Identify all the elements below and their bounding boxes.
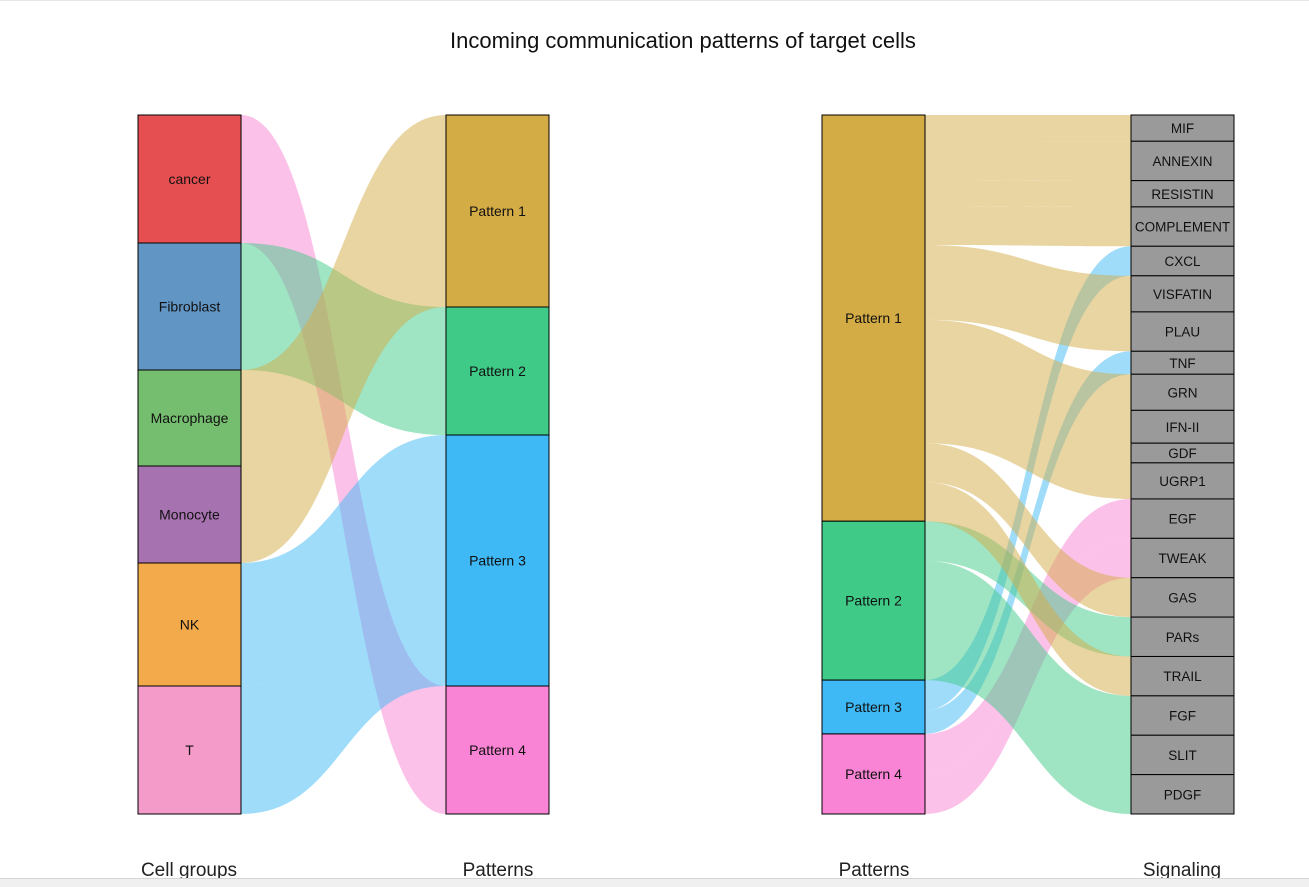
axis-label-patterns-left: Patterns	[463, 860, 534, 881]
flow-pattern-1-to-ifn-ii	[925, 355, 1131, 444]
signaling-label-pdgf: PDGF	[1164, 787, 1202, 802]
signaling-node-egf	[1130, 498, 1235, 539]
signaling-label-ugrp1: UGRP1	[1159, 474, 1206, 489]
signaling-label-pars: PARs	[1166, 630, 1200, 645]
node-label-pattern-1-p2: Pattern 1	[845, 310, 902, 326]
panel-cell-groups: cancer Fibroblast Macrophage Monocyte NK T Pat…	[137, 114, 550, 881]
flow-pattern-1-to-gdf	[925, 387, 1131, 463]
signaling-label-plau: PLAU	[1165, 325, 1200, 340]
signaling-label-trail: TRAIL	[1163, 669, 1202, 684]
node-label-pattern-2-p2: Pattern 2	[845, 593, 902, 609]
flow-nk-to-pattern-3	[241, 435, 446, 686]
node-label-monocyte: Monocyte	[159, 507, 220, 523]
signaling-node-annexin	[1130, 140, 1235, 182]
node-pattern-1-p1	[445, 114, 550, 308]
node-label-pattern-4-p2: Pattern 4	[845, 766, 902, 782]
flow-pattern-2-to-pdgf	[925, 640, 1131, 814]
flow-pattern-1-to-mif	[925, 115, 1131, 142]
signaling-node-mif	[1130, 114, 1235, 142]
node-macrophage	[137, 369, 242, 467]
flows-cell-to-pattern	[241, 115, 446, 814]
flow-t-to-pattern-3	[241, 558, 446, 814]
flow-pattern-2-to-slit	[925, 600, 1131, 775]
flow-monocyte-to-pattern-1	[241, 210, 446, 563]
signaling-label-egf: EGF	[1169, 512, 1197, 527]
signaling-label-cxcl: CXCL	[1164, 254, 1201, 269]
signaling-label-grn: GRN	[1168, 385, 1198, 400]
signaling-node-grn	[1130, 373, 1235, 411]
flow-pattern-3-to-cxcl	[925, 246, 1131, 711]
flow-pattern-1-to-grn	[925, 319, 1131, 411]
node-pattern-3-p1	[445, 434, 550, 687]
flow-pattern-2-to-fgf	[925, 560, 1131, 736]
node-fibroblast	[137, 242, 242, 371]
flow-pattern-1-to-gas	[925, 443, 1131, 618]
signaling-node-trail	[1130, 655, 1235, 697]
node-t	[137, 685, 242, 815]
signaling-node-gas	[1130, 577, 1235, 618]
flow-pattern-1-to-plau	[925, 280, 1131, 352]
signaling-label-resistin: RESISTIN	[1151, 187, 1213, 202]
signaling-label-gas: GAS	[1168, 590, 1197, 605]
signaling-node-tweak	[1130, 537, 1235, 579]
node-label-pattern-3-p1: Pattern 3	[469, 553, 526, 569]
node-label-t: T	[185, 742, 194, 758]
node-label-macrophage: Macrophage	[151, 410, 229, 426]
node-pattern-2-p2	[821, 520, 926, 681]
signaling-label-slit: SLIT	[1168, 748, 1197, 763]
signaling-label-gdf: GDF	[1168, 446, 1197, 461]
signaling-node-slit	[1130, 734, 1235, 776]
top-border	[0, 0, 1309, 1]
signaling-node-ifn-ii	[1130, 409, 1235, 444]
flow-pattern-1-to-resistin	[925, 179, 1131, 207]
node-label-pattern-2-p1: Pattern 2	[469, 363, 526, 379]
node-pattern-2-p1	[445, 306, 550, 436]
flow-pattern-1-to-annexin	[925, 140, 1131, 181]
signaling-node-pdgf	[1130, 774, 1235, 815]
flow-pattern-1-to-trail	[925, 482, 1131, 696]
node-pattern-4-p1	[445, 685, 550, 815]
signaling-label-complement: COMPLEMENT	[1135, 220, 1230, 235]
signaling-label-ifn-ii: IFN-II	[1166, 420, 1200, 435]
panel-signaling: Pattern 1 Pattern 2 Pattern 3 Pattern 4 MIF A…	[821, 114, 1235, 881]
node-label-cancer: cancer	[168, 171, 210, 187]
node-pattern-1-p2	[821, 114, 926, 522]
signaling-label-visfatin: VISFATIN	[1153, 287, 1212, 302]
node-label-fibroblast: Fibroblast	[159, 299, 221, 315]
node-pattern-4-p2	[821, 733, 926, 815]
signaling-node-resistin	[1130, 180, 1235, 208]
axis-label-patterns-right: Patterns	[839, 860, 910, 881]
signaling-label-fgf: FGF	[1169, 709, 1196, 724]
chart-title: Incoming communication patterns of targe…	[450, 28, 916, 53]
node-pattern-3-p2	[821, 679, 926, 735]
node-label-nk: NK	[180, 617, 200, 633]
flow-pattern-1-to-ugrp1	[925, 407, 1131, 499]
signaling-label-annexin: ANNEXIN	[1152, 154, 1212, 169]
flow-macrophage-to-pattern-1	[241, 115, 446, 466]
signaling-label-mif: MIF	[1171, 121, 1194, 136]
node-nk	[137, 562, 242, 687]
signaling-node-plau	[1130, 311, 1235, 352]
signaling-node-visfatin	[1130, 275, 1235, 313]
axis-label-signaling: Signaling	[1143, 860, 1221, 881]
signaling-node-complement	[1130, 206, 1235, 247]
flow-pattern-1-to-complement	[925, 205, 1131, 247]
signaling-node-ugrp1	[1130, 462, 1235, 500]
node-label-pattern-3-p2: Pattern 3	[845, 699, 902, 715]
signaling-label-tnf: TNF	[1169, 356, 1195, 371]
flows-pattern-to-signaling	[925, 115, 1131, 814]
signaling-node-fgf	[1130, 695, 1235, 736]
window-bottom-bar	[0, 878, 1309, 887]
signaling-node-pars	[1130, 616, 1235, 657]
node-label-pattern-4-p1: Pattern 4	[469, 742, 526, 758]
node-monocyte	[137, 465, 242, 564]
axis-label-cell-groups: Cell groups	[141, 860, 237, 881]
flow-pattern-1-to-visfatin	[925, 244, 1131, 312]
signaling-label-tweak: TWEAK	[1158, 551, 1206, 566]
node-label-pattern-1-p1: Pattern 1	[469, 203, 526, 219]
